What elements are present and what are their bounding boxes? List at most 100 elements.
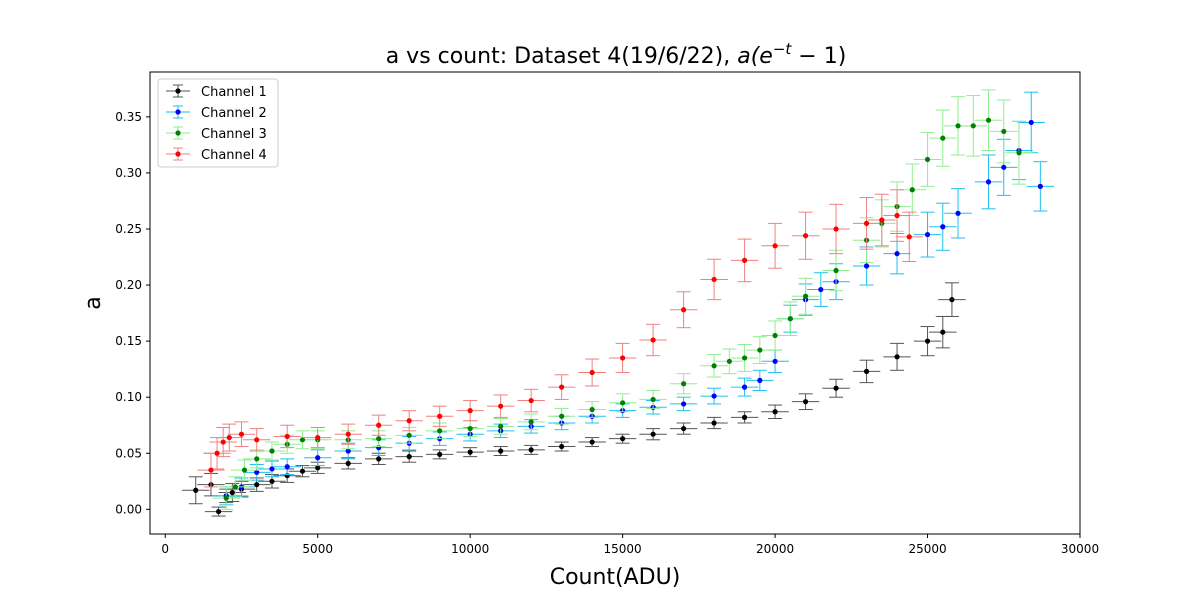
y-tick-label: 0.30 — [115, 166, 142, 180]
data-point — [681, 307, 687, 313]
legend: Channel 1 Channel 2 Channel 3 Channel 4 — [157, 78, 279, 168]
data-point — [863, 368, 870, 375]
data-point — [284, 464, 290, 470]
legend-label: Channel 2 — [201, 106, 267, 121]
data-point — [772, 332, 778, 339]
data-point — [589, 406, 595, 413]
data-point — [772, 358, 778, 364]
data-point — [650, 396, 656, 403]
data-point — [726, 358, 732, 364]
data-point — [833, 226, 839, 232]
data-point — [467, 425, 473, 432]
chart-title: a vs count: Dataset 4(19/6/22), a(e−t − … — [386, 40, 847, 69]
data-point — [254, 437, 260, 443]
x-tick-label: 20000 — [756, 542, 794, 556]
data-point — [940, 135, 946, 141]
data-point — [1028, 119, 1034, 126]
data-point — [681, 401, 687, 407]
data-point — [498, 423, 504, 429]
data-point — [437, 451, 443, 457]
data-point — [315, 455, 321, 461]
data-point — [241, 467, 248, 473]
y-tick-label: 0.25 — [115, 222, 142, 236]
legend-label: Channel 1 — [201, 85, 267, 100]
legend-box — [157, 78, 279, 168]
y-tick-label: 0.05 — [115, 446, 142, 460]
data-point — [741, 257, 748, 263]
data-point — [589, 369, 595, 376]
series-channel-1 — [182, 282, 966, 517]
data-point — [345, 448, 351, 454]
legend-marker — [175, 151, 181, 157]
data-point — [711, 393, 717, 399]
data-point — [315, 465, 321, 471]
plot-frame — [149, 71, 1081, 535]
data-point — [772, 243, 778, 249]
legend-marker — [175, 88, 181, 94]
data-point — [681, 425, 687, 432]
data-point — [772, 409, 778, 415]
series-layer — [182, 89, 1055, 517]
data-point — [894, 212, 900, 219]
data-point — [559, 384, 565, 390]
data-point — [741, 414, 748, 420]
data-point — [589, 439, 595, 445]
data-point — [949, 297, 955, 303]
data-point — [787, 316, 793, 322]
data-point — [863, 220, 870, 226]
data-point — [284, 433, 290, 440]
data-point — [802, 399, 809, 405]
data-point — [1016, 150, 1022, 156]
data-point — [376, 436, 382, 442]
data-point — [863, 263, 870, 269]
data-point — [894, 354, 900, 360]
data-point — [620, 400, 626, 406]
data-point — [985, 179, 992, 185]
data-point — [802, 233, 809, 239]
data-point — [757, 347, 763, 353]
data-point — [940, 329, 946, 335]
x-tick-label: 5000 — [302, 542, 333, 556]
data-point — [269, 478, 275, 484]
legend-label: Channel 3 — [201, 127, 267, 142]
data-point — [216, 508, 222, 515]
data-point — [879, 217, 885, 223]
data-point — [376, 422, 382, 428]
data-point — [528, 397, 534, 404]
data-point — [315, 434, 321, 441]
data-point — [254, 482, 260, 488]
data-point — [833, 267, 839, 274]
data-point — [894, 251, 900, 257]
y-tick-label: 0.00 — [115, 502, 142, 516]
data-point — [437, 413, 443, 419]
data-point — [833, 385, 839, 391]
data-point — [924, 338, 931, 344]
data-point — [650, 337, 656, 343]
data-point — [741, 355, 748, 361]
data-point — [208, 467, 214, 473]
data-point — [254, 456, 260, 462]
plot-area — [149, 71, 1081, 535]
data-point — [711, 276, 717, 283]
data-point — [226, 434, 232, 441]
x-axis: 0 5000 10000 15000 20000 25000 30000 — [161, 534, 1099, 556]
data-point — [223, 495, 229, 501]
data-point — [498, 403, 504, 409]
data-point — [681, 381, 687, 387]
data-point — [650, 431, 656, 437]
data-point — [229, 489, 235, 496]
data-point — [955, 123, 961, 129]
chart-title-tail: − 1) — [791, 44, 846, 69]
x-tick-label: 10000 — [451, 542, 489, 556]
legend-marker — [175, 109, 181, 115]
y-tick-label: 0.10 — [115, 390, 142, 404]
x-tick-label: 0 — [161, 542, 169, 556]
data-point — [406, 432, 412, 438]
data-point — [757, 377, 763, 383]
data-point — [924, 231, 931, 238]
data-point — [802, 293, 809, 299]
data-point — [406, 418, 412, 424]
data-point — [711, 420, 717, 426]
data-point — [559, 413, 565, 419]
